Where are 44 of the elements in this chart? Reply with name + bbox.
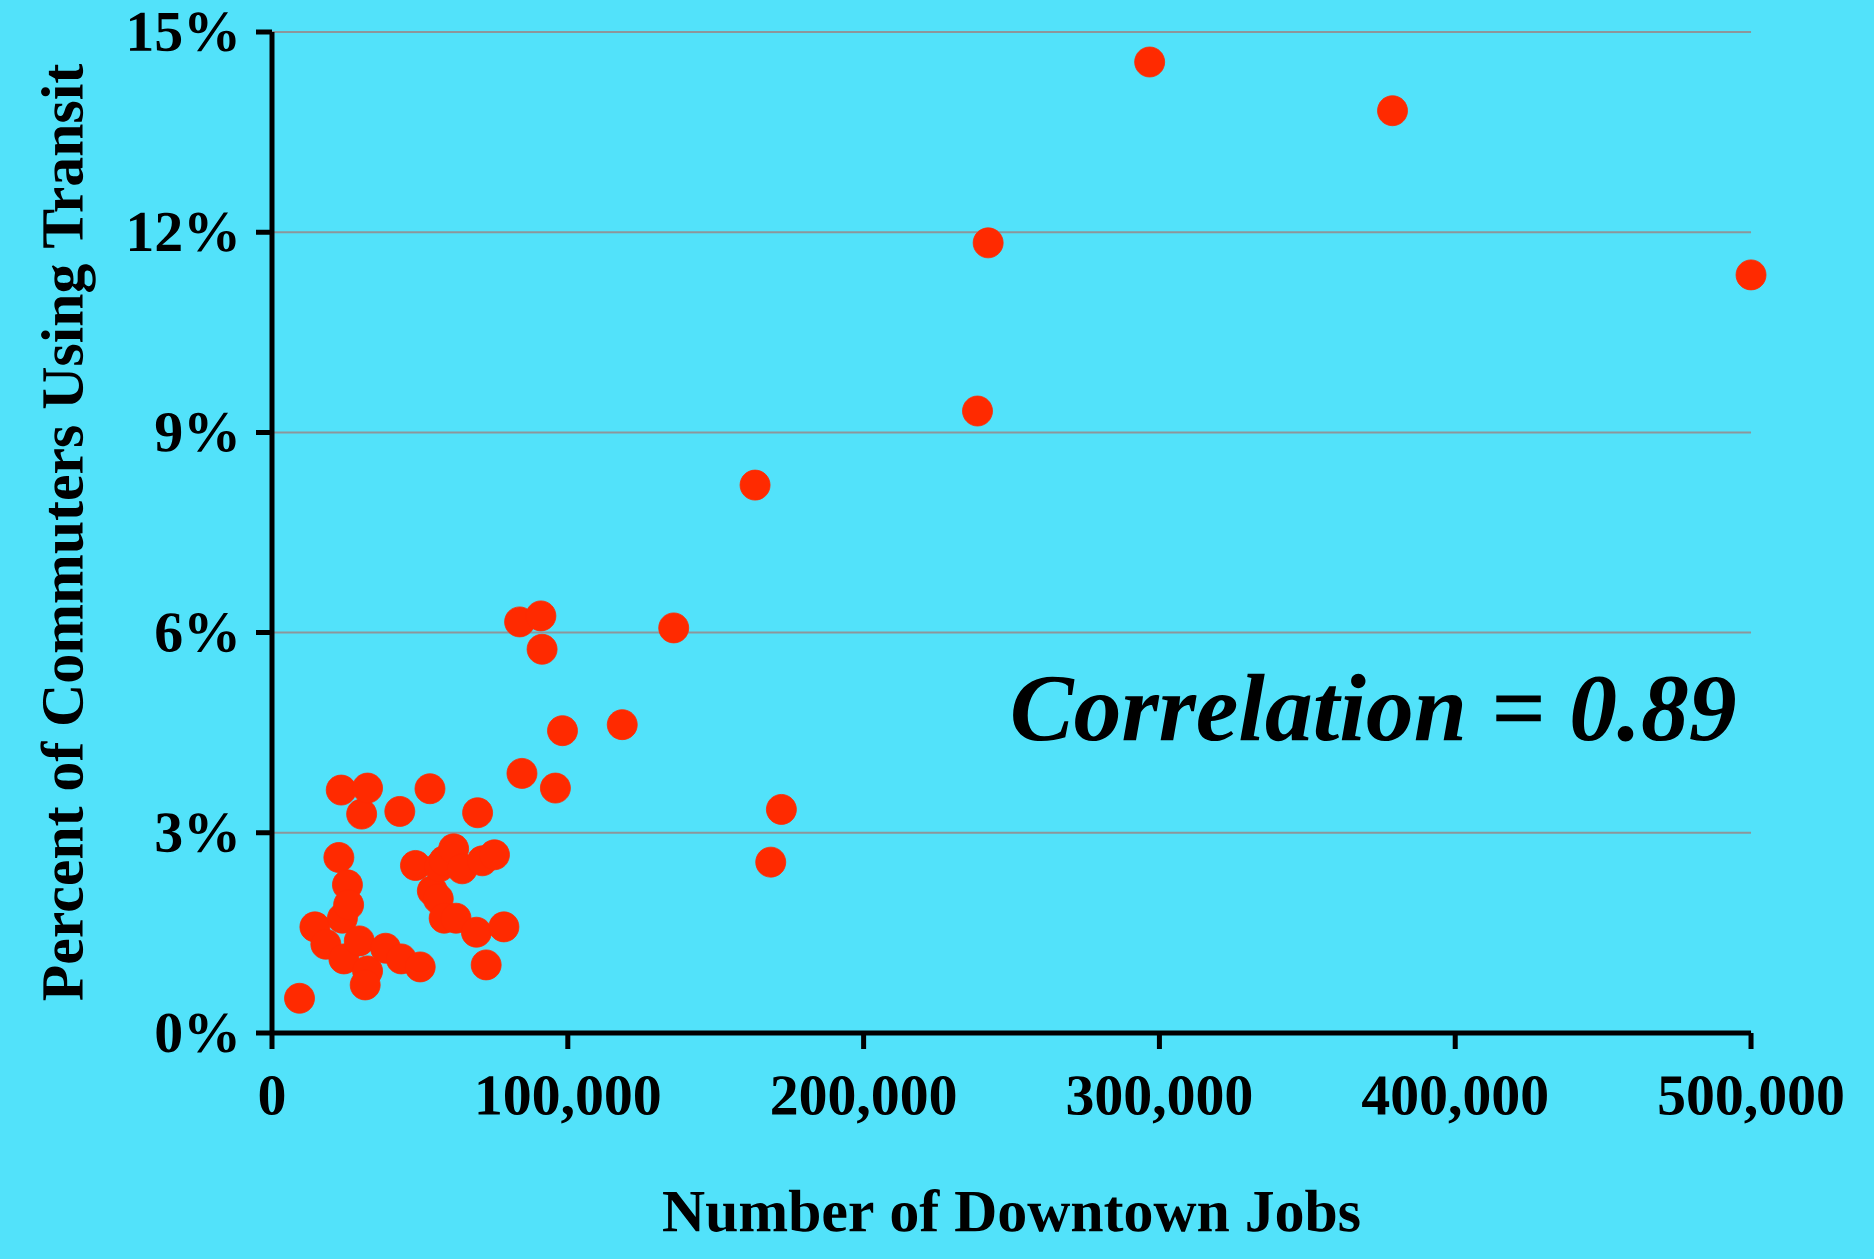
point <box>506 757 538 789</box>
point <box>346 798 378 830</box>
x-tick-label: 0 <box>259 1076 285 1116</box>
annotation: Correlation = 0.89 <box>1013 673 1735 742</box>
point <box>1377 95 1408 127</box>
y-tick-label: 3% <box>156 813 236 853</box>
point <box>765 794 797 825</box>
point <box>739 469 771 501</box>
point <box>1134 46 1166 78</box>
point <box>962 395 993 427</box>
x-axis-title: Number of Downtown Jobs <box>663 1189 1360 1232</box>
y-tick-label: 0% <box>156 1013 236 1053</box>
point <box>414 773 446 805</box>
point <box>352 772 383 804</box>
point <box>488 911 520 943</box>
y-axis-title: Percent of Commuters Using Transit <box>40 63 96 1001</box>
point <box>658 612 690 644</box>
point <box>404 951 436 983</box>
point <box>547 715 578 747</box>
y-tick-label: 6% <box>156 612 236 653</box>
point <box>462 797 493 829</box>
point <box>526 633 558 665</box>
point <box>343 925 375 957</box>
point <box>325 774 357 806</box>
point <box>461 916 492 948</box>
point <box>606 709 638 741</box>
point <box>384 796 416 827</box>
y-tick-label: 15% <box>130 12 236 52</box>
y-tick-label: 12% <box>130 212 236 252</box>
point <box>470 949 502 981</box>
point <box>1735 259 1767 291</box>
y-tick-label: 9% <box>155 412 236 452</box>
x-tick-label: 500,000 <box>1659 1076 1843 1124</box>
x-tick-label: 400,000 <box>1362 1076 1547 1124</box>
x-tick-label: 200,000 <box>772 1076 956 1124</box>
point <box>972 227 1004 259</box>
point <box>479 839 510 871</box>
point <box>755 846 787 878</box>
point <box>539 772 571 804</box>
x-tick-label: 300,000 <box>1067 1076 1252 1124</box>
point <box>323 842 355 873</box>
point <box>525 600 557 632</box>
point <box>284 982 315 1014</box>
x-tick-label: 100,000 <box>478 1076 660 1124</box>
